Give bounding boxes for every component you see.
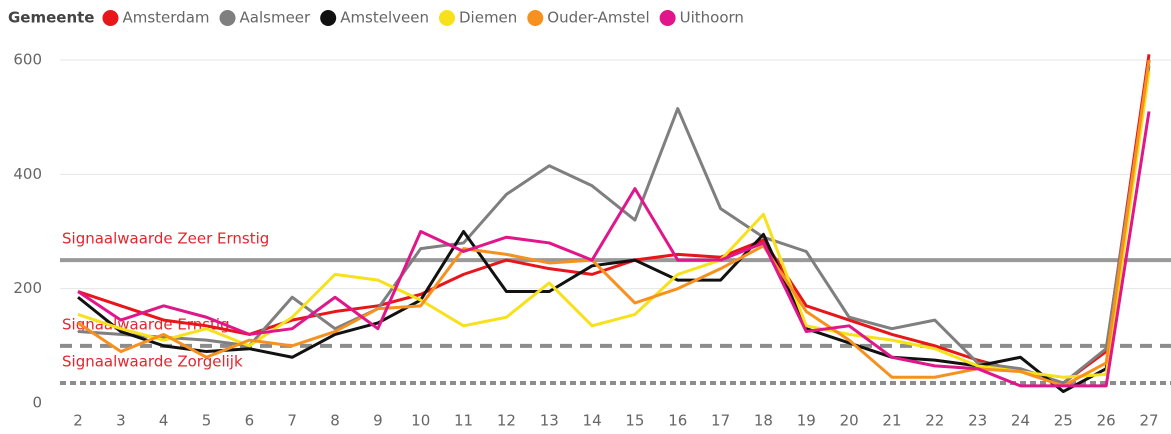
x-tick-label: 27 xyxy=(1139,412,1158,430)
x-tick-label: 24 xyxy=(1011,412,1030,430)
x-tick-label: 7 xyxy=(287,412,297,430)
plot-area xyxy=(77,54,1151,394)
x-tick-label: 10 xyxy=(411,412,430,430)
legend-label: Ouder-Amstel xyxy=(547,9,649,27)
y-tick-label: 400 xyxy=(13,165,42,183)
x-tick-label: 23 xyxy=(968,412,987,430)
x-tick-label: 14 xyxy=(583,412,602,430)
x-tick-label: 18 xyxy=(754,412,773,430)
x-tick-label: 21 xyxy=(882,412,901,430)
legend-swatch xyxy=(527,10,544,26)
reference-label: Signaalwaarde Zorgelijk xyxy=(62,352,243,370)
x-tick-label: 9 xyxy=(373,412,383,430)
y-tick-label: 200 xyxy=(13,279,42,297)
x-tick-label: 15 xyxy=(625,412,644,430)
y-tick-label: 0 xyxy=(32,394,42,412)
legend-swatch xyxy=(659,10,676,26)
x-tick-label: 26 xyxy=(1097,412,1116,430)
y-tick-label: 600 xyxy=(13,51,42,69)
series-line xyxy=(77,59,1151,394)
legend-swatch xyxy=(102,10,119,26)
legend-label: Uithoorn xyxy=(680,9,744,27)
legend-label: Diemen xyxy=(459,9,517,27)
reference-label: Signaalwaarde Zeer Ernstig xyxy=(62,230,269,248)
x-tick-label: 22 xyxy=(925,412,944,430)
x-tick-label: 2 xyxy=(73,412,83,430)
x-tick-label: 12 xyxy=(497,412,516,430)
x-tick-label: 25 xyxy=(1054,412,1073,430)
x-tick-label: 16 xyxy=(668,412,687,430)
series-line xyxy=(77,54,1151,385)
x-tick-label: 20 xyxy=(840,412,859,430)
legend-title: Gemeente xyxy=(8,9,94,27)
x-tick-label: 11 xyxy=(454,412,473,430)
x-tick-label: 3 xyxy=(116,412,126,430)
legend-label: Aalsmeer xyxy=(240,9,312,27)
x-tick-label: 5 xyxy=(202,412,212,430)
x-tick-label: 19 xyxy=(797,412,816,430)
series-line xyxy=(77,111,1151,388)
x-tick-label: 4 xyxy=(159,412,169,430)
legend-label: Amsterdam xyxy=(122,9,209,27)
x-tick-label: 13 xyxy=(540,412,559,430)
series-line xyxy=(77,65,1151,385)
legend-swatch xyxy=(439,10,455,26)
x-tick-label: 6 xyxy=(245,412,255,430)
legend-swatch xyxy=(320,10,337,26)
series-line xyxy=(77,59,1151,388)
x-tick-label: 8 xyxy=(330,412,340,430)
legend-swatch xyxy=(219,10,236,26)
x-tick-label: 17 xyxy=(711,412,730,430)
legend-label: Amstelveen xyxy=(340,9,429,27)
